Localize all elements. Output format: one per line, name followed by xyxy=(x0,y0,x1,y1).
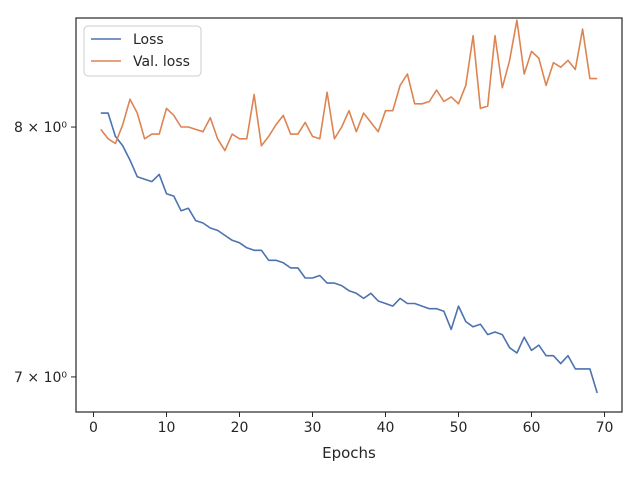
y-tick-label: 7 × 10⁰ xyxy=(14,370,67,386)
plot-layer xyxy=(100,19,598,394)
x-tick-label: 30 xyxy=(304,420,322,436)
x-tick-label: 70 xyxy=(596,420,614,436)
x-tick-label: 20 xyxy=(231,420,249,436)
x-tick-label: 0 xyxy=(89,420,98,436)
legend-label-val-loss: Val. loss xyxy=(133,54,190,70)
series-line-loss xyxy=(100,112,598,394)
x-tick-label: 60 xyxy=(523,420,541,436)
x-tick-label: 10 xyxy=(158,420,176,436)
series-line-val-loss xyxy=(100,19,598,152)
x-tick-label: 50 xyxy=(450,420,468,436)
legend: Loss Val. loss xyxy=(83,25,202,77)
legend-label-loss: Loss xyxy=(133,32,164,48)
x-tick-label: 40 xyxy=(377,420,395,436)
y-axis: 7 × 10⁰ 8 × 10⁰ xyxy=(14,120,76,386)
x-axis-title: Epochs xyxy=(322,444,376,462)
y-tick-label: 8 × 10⁰ xyxy=(14,120,67,136)
plot-frame xyxy=(75,17,623,413)
x-axis: 0 10 20 30 40 50 60 70 xyxy=(89,412,613,436)
